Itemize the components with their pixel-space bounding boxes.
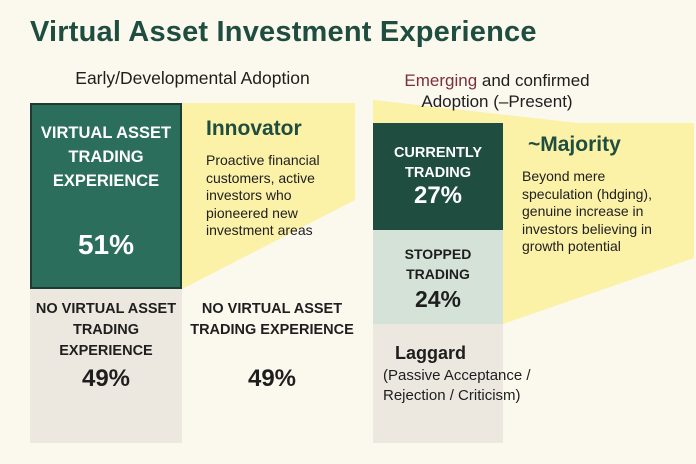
laggard-title: Laggard — [395, 343, 467, 363]
trading-experience-box: VIRTUAL ASSET TRADING EXPERIENCE 51% — [30, 103, 182, 289]
no-trading-experience-label-2: NO VIRTUAL ASSET TRADING EXPERIENCE — [190, 301, 354, 338]
laggard-box — [373, 324, 503, 443]
no-trading-experience-label: NO VIRTUAL ASSET TRADING EXPERIENCE — [35, 301, 177, 359]
no-trading-experience-pct-2: 49% — [247, 365, 297, 392]
majority-yellow-shape — [373, 100, 694, 324]
innovator-yellow-shape — [182, 103, 355, 289]
currently-trading-pct: 27% — [413, 182, 463, 209]
innovator-description: Proactive financial customers, active in… — [206, 152, 320, 238]
page-title: Virtual Asset Investment Experience — [30, 16, 537, 48]
no-trading-experience-pct: 49% — [81, 365, 131, 392]
majority-title: ~Majority — [528, 133, 621, 156]
innovator-title: Innovator — [206, 117, 302, 140]
emerging-word: Emerging — [404, 71, 478, 90]
stopped-trading-label: STOPPED TRADING — [404, 246, 472, 282]
early-adoption-heading: Early/Developmental Adoption — [75, 68, 310, 88]
no-trading-experience-box: NO VIRTUAL ASSET TRADING EXPERIENCE 49% — [30, 289, 182, 443]
currently-trading-label: CURRENTLY TRADING — [393, 145, 483, 181]
heading-rest: and confirmed Adoption (–Present) — [421, 71, 590, 111]
stopped-trading-pct: 24% — [414, 286, 462, 312]
majority-description: Beyond mere speculation (hdging), genuin… — [522, 168, 652, 254]
no-trading-experience-box-2: NO VIRTUAL ASSET TRADING EXPERIENCE 49% — [182, 289, 362, 443]
currently-trading-box: CURRENTLY TRADING 27% — [373, 123, 503, 230]
laggard-description: (Passive Acceptance / Rejection / Critic… — [383, 367, 531, 404]
emerging-adoption-heading: Emerging and confirmed Adoption (–Presen… — [372, 70, 622, 112]
trading-experience-label: VIRTUAL ASSET TRADING EXPERIENCE — [40, 124, 172, 190]
stopped-trading-box: STOPPED TRADING 24% — [373, 230, 503, 324]
trading-experience-pct: 51% — [77, 229, 135, 260]
